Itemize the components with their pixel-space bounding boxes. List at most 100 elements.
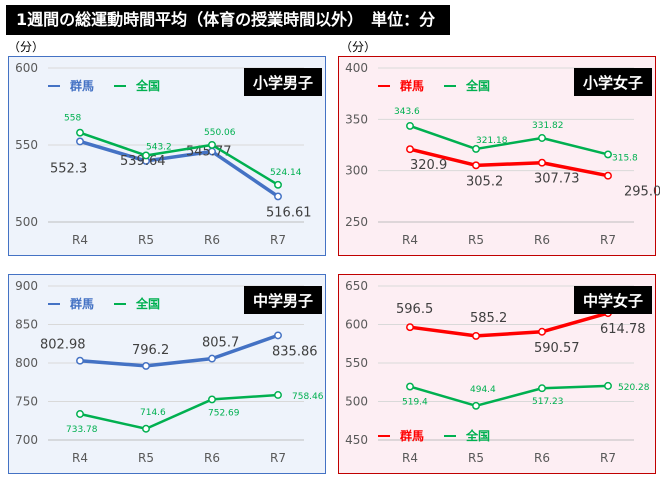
data-point (604, 171, 612, 180)
data-point (406, 382, 414, 391)
data-point (472, 161, 480, 170)
data-label: 524.14 (270, 168, 302, 178)
data-label: 520.28 (618, 383, 650, 393)
y-tick-label: 650 (345, 279, 368, 293)
legend-label: 群馬 (69, 296, 94, 311)
legend-label: 全国 (465, 78, 490, 93)
data-point (406, 145, 414, 154)
x-tick-label: R4 (402, 233, 418, 247)
data-point (208, 395, 216, 404)
y-tick-label: 850 (15, 318, 38, 332)
x-tick-label: R6 (534, 233, 550, 247)
chart-junior-high-boys: 700 750 800 850 900 R4 R5 R6 R7 802.98 796.2 805.7 8… (8, 274, 326, 474)
data-label: 516.61 (266, 205, 312, 220)
data-label: 331.82 (532, 121, 564, 131)
chart-title: 小学女子 (583, 74, 643, 92)
data-point (274, 391, 282, 399)
y-tick-label: 900 (15, 279, 38, 293)
data-label: 758.46 (292, 392, 324, 402)
series-line (408, 124, 610, 156)
legend-label: 全国 (135, 78, 160, 93)
data-label: 315.8 (612, 153, 638, 163)
data-label: 590.57 (534, 341, 580, 356)
y-tick-label: 400 (345, 61, 368, 75)
chart-elementary-girls: 250 300 350 400 R4 R5 R6 R7 320.9 305.2 307.73 295.… (338, 56, 660, 256)
y-tick-label: 550 (345, 356, 368, 370)
y-tick-label: 300 (345, 164, 368, 178)
chart-title: 小学男子 (253, 74, 313, 92)
x-tick-label: R4 (402, 451, 418, 465)
data-point (208, 140, 216, 149)
data-label: 519.4 (402, 398, 428, 408)
y-tick-label: 800 (15, 356, 38, 370)
data-point (604, 150, 612, 159)
legend-label: 群馬 (69, 78, 94, 93)
x-tick-label: R6 (204, 451, 220, 465)
data-point (604, 381, 612, 390)
legend-label: 全国 (135, 296, 160, 311)
x-tick-label: R6 (534, 451, 550, 465)
data-label: 550.06 (204, 128, 236, 138)
legend-label: 全国 (465, 428, 490, 443)
data-point (76, 137, 84, 146)
data-label: 802.98 (40, 338, 86, 353)
data-point (142, 361, 150, 370)
data-point (472, 144, 480, 153)
data-label: 585.2 (470, 311, 507, 326)
x-tick-label: R7 (270, 233, 286, 247)
data-point (274, 180, 282, 189)
x-tick-label: R6 (204, 233, 220, 247)
data-label: 305.2 (466, 174, 503, 189)
y-tick-label: 500 (345, 395, 368, 409)
data-point (472, 331, 480, 340)
data-label: 552.3 (50, 161, 87, 176)
data-label: 539.64 (120, 154, 166, 169)
data-point (142, 151, 150, 160)
data-point (538, 327, 546, 336)
data-label: 295.09 (624, 185, 660, 200)
page-title: 1週間の総運動時間平均（体育の授業時間以外） 単位：分 (6, 5, 450, 35)
chart-title: 中学男子 (253, 292, 313, 310)
y-tick-label: 250 (345, 215, 368, 229)
data-label: 835.86 (272, 344, 318, 359)
series-line (78, 393, 280, 431)
x-tick-label: R4 (72, 451, 88, 465)
y-tick-label: 600 (345, 318, 368, 332)
data-label: 321.18 (476, 136, 508, 146)
series-line (408, 311, 610, 338)
x-tick-label: R7 (270, 451, 286, 465)
data-point (406, 323, 414, 332)
data-point (76, 128, 84, 137)
y-tick-label: 500 (15, 215, 38, 229)
unit-label-right: （分） (340, 40, 377, 54)
legend-label: 群馬 (399, 428, 424, 443)
data-label: 796.2 (132, 343, 169, 358)
data-point (472, 401, 480, 410)
x-tick-label: R4 (72, 233, 88, 247)
y-tick-label: 600 (15, 61, 38, 75)
data-label: 558 (64, 114, 81, 124)
data-label: 714.6 (140, 408, 166, 418)
data-point (76, 410, 84, 418)
data-point (142, 424, 150, 433)
chart-title-box (244, 286, 322, 314)
unit-label-left: （分） (8, 40, 45, 54)
chart-title-box (574, 68, 652, 96)
data-point (538, 134, 546, 142)
data-label: 494.4 (470, 385, 496, 395)
series-line (78, 131, 280, 187)
chart-title-box (244, 68, 322, 96)
series-line (408, 384, 610, 408)
series-line (408, 147, 610, 178)
data-point (208, 354, 216, 363)
x-tick-label: R5 (138, 233, 154, 247)
chart-title: 中学女子 (583, 292, 643, 310)
data-label: 596.5 (396, 302, 433, 317)
y-tick-label: 750 (15, 395, 38, 409)
data-label: 517.23 (532, 397, 564, 407)
data-label: 805.7 (202, 336, 239, 351)
data-label: 307.73 (534, 172, 580, 187)
chart-junior-high-girls: 450 500 550 600 650 R4 R5 R6 R7 596.5 585.2 590.57 6… (338, 274, 656, 474)
y-tick-label: 700 (15, 433, 38, 447)
